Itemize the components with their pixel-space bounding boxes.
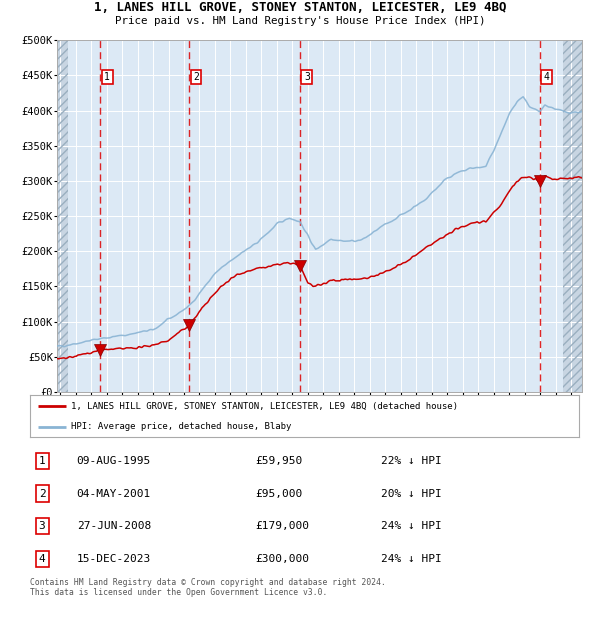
Text: £300,000: £300,000 — [255, 554, 309, 564]
Text: 1, LANES HILL GROVE, STONEY STANTON, LEICESTER, LE9 4BQ: 1, LANES HILL GROVE, STONEY STANTON, LEI… — [94, 1, 506, 14]
Text: 22% ↓ HPI: 22% ↓ HPI — [382, 456, 442, 466]
Text: 09-AUG-1995: 09-AUG-1995 — [77, 456, 151, 466]
Text: 2: 2 — [39, 489, 46, 498]
Text: 04-MAY-2001: 04-MAY-2001 — [77, 489, 151, 498]
Text: 4: 4 — [544, 72, 549, 82]
Text: HPI: Average price, detached house, Blaby: HPI: Average price, detached house, Blab… — [71, 422, 292, 431]
Text: £95,000: £95,000 — [255, 489, 302, 498]
Text: 3: 3 — [304, 72, 310, 82]
Text: 27-JUN-2008: 27-JUN-2008 — [77, 521, 151, 531]
Bar — [563, 40, 582, 392]
Text: 2: 2 — [193, 72, 199, 82]
Text: 1: 1 — [39, 456, 46, 466]
Text: 15-DEC-2023: 15-DEC-2023 — [77, 554, 151, 564]
Text: Contains HM Land Registry data © Crown copyright and database right 2024.
This d: Contains HM Land Registry data © Crown c… — [30, 578, 386, 597]
Text: £59,950: £59,950 — [255, 456, 302, 466]
Text: 3: 3 — [39, 521, 46, 531]
Text: £179,000: £179,000 — [255, 521, 309, 531]
Bar — [57, 40, 68, 392]
Text: 24% ↓ HPI: 24% ↓ HPI — [382, 554, 442, 564]
Text: 24% ↓ HPI: 24% ↓ HPI — [382, 521, 442, 531]
Text: 20% ↓ HPI: 20% ↓ HPI — [382, 489, 442, 498]
Text: 4: 4 — [39, 554, 46, 564]
Bar — [563, 40, 582, 392]
Bar — [57, 40, 68, 392]
Text: 1, LANES HILL GROVE, STONEY STANTON, LEICESTER, LE9 4BQ (detached house): 1, LANES HILL GROVE, STONEY STANTON, LEI… — [71, 402, 458, 411]
Text: 1: 1 — [104, 72, 110, 82]
Text: Price paid vs. HM Land Registry's House Price Index (HPI): Price paid vs. HM Land Registry's House … — [115, 16, 485, 26]
